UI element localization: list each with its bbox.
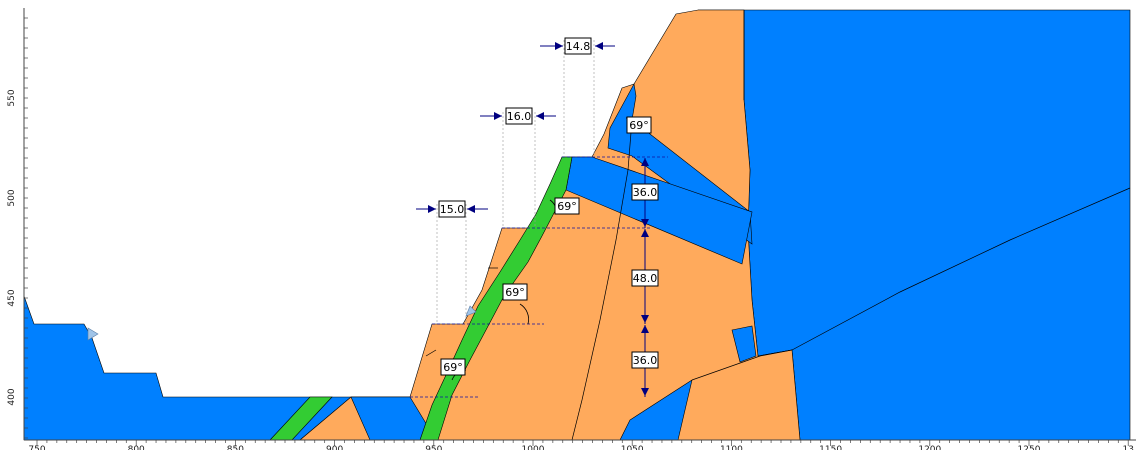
dimension-labels: 14.8 16.0 15.0 36.0 48.0 36.0 69° 69° <box>438 37 659 376</box>
x-tick-label: 1050 <box>621 445 644 450</box>
svg-text:16.0: 16.0 <box>507 110 532 123</box>
water-table-markers <box>87 305 477 341</box>
x-axis-ticks: 750 800 850 900 950 1000 1050 1100 1150 1200 1250 1… <box>28 440 1134 450</box>
y-tick-label: 550 <box>7 89 17 106</box>
height-label-top: 36.0 <box>631 183 659 201</box>
svg-text:69°: 69° <box>629 119 649 132</box>
svg-text:36.0: 36.0 <box>633 354 658 367</box>
width-label-top: 14.8 <box>564 37 592 55</box>
width-dimension-arrows <box>416 42 615 213</box>
boundary-lines <box>425 10 1131 441</box>
x-tick-label: 850 <box>227 445 244 450</box>
svg-text:36.0: 36.0 <box>633 186 658 199</box>
axes: 750 800 850 900 950 1000 1050 1100 1150 1200 1250 1… <box>7 8 1136 450</box>
angle-label-lower: 69° <box>440 358 466 376</box>
svg-text:48.0: 48.0 <box>633 272 658 285</box>
y-axis-ticks: 550 500 450 400 <box>7 17 28 439</box>
x-tick-label: 900 <box>326 445 343 450</box>
width-guides <box>436 40 595 324</box>
angle-label-top: 69° <box>626 116 652 134</box>
svg-text:14.8: 14.8 <box>566 40 591 53</box>
material-regions <box>23 9 1131 441</box>
x-tick-label: 750 <box>28 445 45 450</box>
x-tick-label: 950 <box>425 445 442 450</box>
svg-text:69°: 69° <box>443 361 463 374</box>
x-tick-label: 1000 <box>522 445 545 450</box>
x-tick-label: 13 <box>1122 445 1133 450</box>
water-pocket-mid-right <box>731 325 757 363</box>
water-table-marker-icon <box>465 305 477 317</box>
width-label-middle: 16.0 <box>505 107 533 125</box>
width-label-bottom: 15.0 <box>438 200 466 218</box>
y-tick-label: 500 <box>7 189 17 206</box>
height-label-bottom: 36.0 <box>631 351 659 369</box>
angle-label-middle: 69° <box>502 283 528 301</box>
water-table-marker-icon <box>87 327 99 341</box>
x-tick-label: 1100 <box>720 445 743 450</box>
svg-text:69°: 69° <box>505 286 525 299</box>
svg-text:15.0: 15.0 <box>440 203 465 216</box>
x-tick-label: 1150 <box>819 445 842 450</box>
angle-label-upper: 69° <box>554 197 580 215</box>
x-tick-label: 1250 <box>1018 445 1041 450</box>
x-tick-label: 800 <box>128 445 145 450</box>
y-tick-label: 400 <box>7 388 17 405</box>
x-tick-label: 1200 <box>918 445 941 450</box>
y-tick-label: 450 <box>7 289 17 306</box>
height-label-middle: 48.0 <box>631 269 659 287</box>
bench-lines <box>410 156 668 398</box>
svg-text:69°: 69° <box>557 200 577 213</box>
